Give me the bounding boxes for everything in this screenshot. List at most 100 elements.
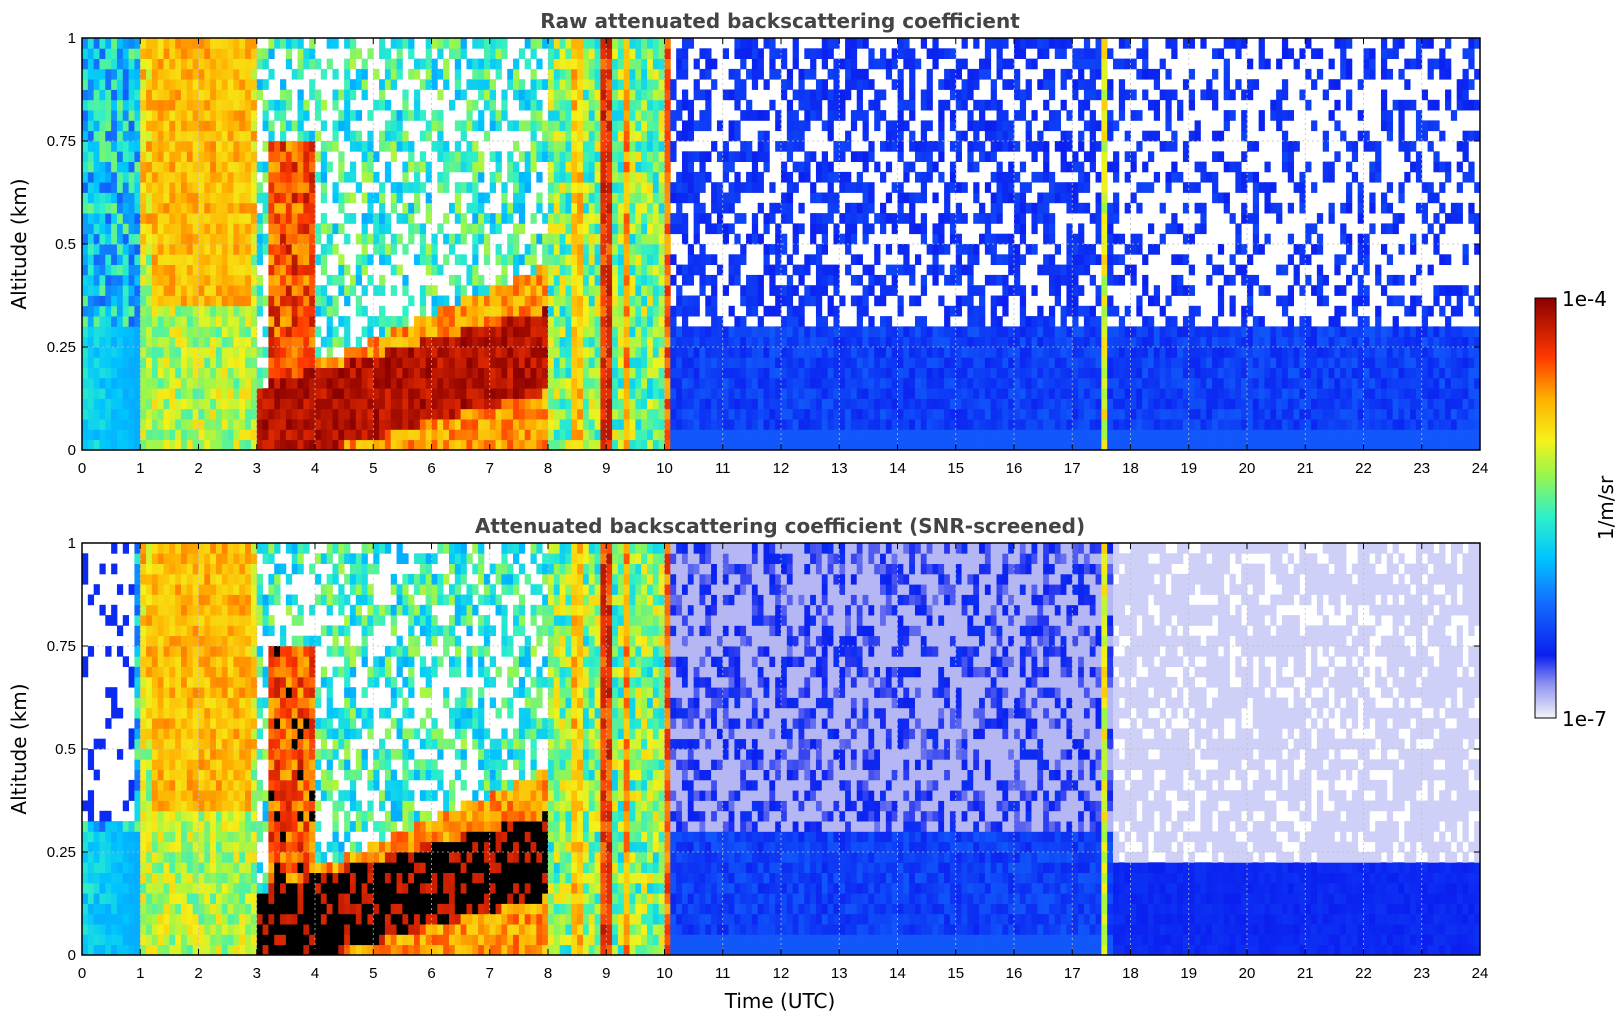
heatmap-cell — [99, 171, 106, 183]
heatmap-cell — [198, 182, 205, 193]
heatmap-cell — [204, 439, 211, 451]
heatmap-cell — [146, 244, 153, 255]
heatmap-cell — [559, 439, 566, 451]
heatmap-cell — [309, 244, 316, 255]
heatmap-cell — [903, 38, 910, 49]
heatmap-cell — [116, 326, 124, 338]
heatmap-cell — [478, 161, 485, 173]
heatmap-cell — [163, 192, 170, 204]
heatmap-cell — [256, 58, 263, 70]
heatmap-cell — [285, 213, 293, 224]
heatmap-cell — [559, 419, 566, 430]
heatmap-cell — [868, 419, 875, 430]
heatmap-cell — [361, 213, 368, 224]
heatmap-cell — [524, 182, 531, 193]
heatmap-cell — [775, 233, 782, 245]
heatmap-cell — [973, 439, 980, 451]
heatmap-cell — [303, 295, 310, 307]
heatmap-cell — [227, 48, 234, 59]
heatmap-cell — [483, 398, 491, 410]
heatmap-cell — [606, 192, 613, 204]
heatmap-cell — [856, 316, 863, 327]
heatmap-cell — [495, 48, 502, 59]
heatmap-cell — [582, 347, 590, 358]
heatmap-cell — [920, 182, 928, 193]
heatmap-cell — [175, 48, 182, 59]
heatmap-cell — [373, 151, 380, 162]
heatmap-cell — [402, 336, 409, 348]
heatmap-cell — [984, 377, 992, 389]
heatmap-cell — [920, 388, 928, 399]
heatmap-cell — [641, 244, 648, 255]
heatmap-cell — [215, 367, 223, 379]
heatmap-cell — [268, 347, 275, 358]
heatmap-cell — [99, 357, 106, 368]
heatmap-cell — [577, 213, 584, 224]
heatmap-cell — [146, 316, 153, 327]
heatmap-cell — [664, 192, 671, 204]
heatmap-cell — [239, 161, 246, 173]
heatmap-cell — [617, 130, 625, 142]
heatmap-cell — [786, 336, 794, 348]
heatmap-cell — [396, 367, 403, 379]
heatmap-cell — [157, 347, 164, 358]
heatmap-cell — [897, 213, 904, 224]
heatmap-cell — [612, 408, 619, 420]
heatmap-cell — [874, 439, 881, 451]
heatmap-cell — [443, 357, 450, 368]
heatmap-cell — [239, 429, 246, 441]
heatmap-cell — [647, 347, 654, 358]
heatmap-cell — [210, 120, 217, 132]
heatmap-cell — [443, 305, 450, 317]
heatmap-cell — [938, 336, 945, 348]
heatmap-cell — [536, 367, 543, 379]
heatmap-cell — [938, 347, 945, 358]
heatmap-cell — [373, 223, 380, 235]
heatmap-cell — [239, 326, 246, 338]
heatmap-cell — [210, 316, 217, 327]
heatmap-cell — [699, 347, 706, 358]
heatmap-cell — [122, 233, 130, 245]
heatmap-cell — [140, 326, 147, 338]
heatmap-cell — [489, 89, 496, 101]
heatmap-cell — [518, 408, 526, 420]
heatmap-cell — [781, 264, 788, 276]
heatmap-cell — [658, 388, 665, 399]
heatmap-cell — [612, 223, 619, 235]
heatmap-cell — [332, 141, 339, 152]
heatmap-cell — [722, 336, 729, 348]
heatmap-cell — [82, 274, 89, 286]
heatmap-cell — [751, 223, 759, 235]
heatmap-cell — [134, 419, 141, 430]
heatmap-cell — [169, 305, 176, 317]
heatmap-cell — [140, 202, 147, 214]
heatmap-cell — [582, 408, 590, 420]
heatmap-cell — [711, 357, 718, 368]
heatmap-cell — [990, 38, 997, 49]
heatmap-cell — [250, 202, 258, 214]
heatmap-cell — [670, 79, 677, 90]
heatmap-cell — [687, 326, 695, 338]
heatmap-cell — [198, 305, 205, 317]
heatmap-cell — [728, 223, 735, 235]
heatmap-cell — [198, 408, 205, 420]
heatmap-cell — [332, 38, 339, 49]
heatmap-cell — [990, 171, 997, 183]
heatmap-cell — [647, 264, 654, 276]
heatmap-cell — [460, 439, 467, 451]
heatmap-cell — [93, 295, 100, 307]
heatmap-cell — [990, 233, 997, 245]
heatmap-cell — [914, 377, 922, 389]
heatmap-cell — [338, 254, 345, 265]
heatmap-cell — [437, 120, 444, 132]
heatmap-cell — [693, 233, 700, 245]
heatmap-cell — [204, 89, 211, 101]
heatmap-cell — [606, 110, 613, 121]
heatmap-cell — [571, 285, 578, 296]
heatmap-cell — [955, 141, 962, 152]
heatmap-cell — [355, 419, 363, 430]
heatmap-cell — [559, 151, 566, 162]
heatmap-cell — [122, 202, 130, 214]
heatmap-cell — [909, 161, 916, 173]
heatmap-cell — [693, 295, 700, 307]
